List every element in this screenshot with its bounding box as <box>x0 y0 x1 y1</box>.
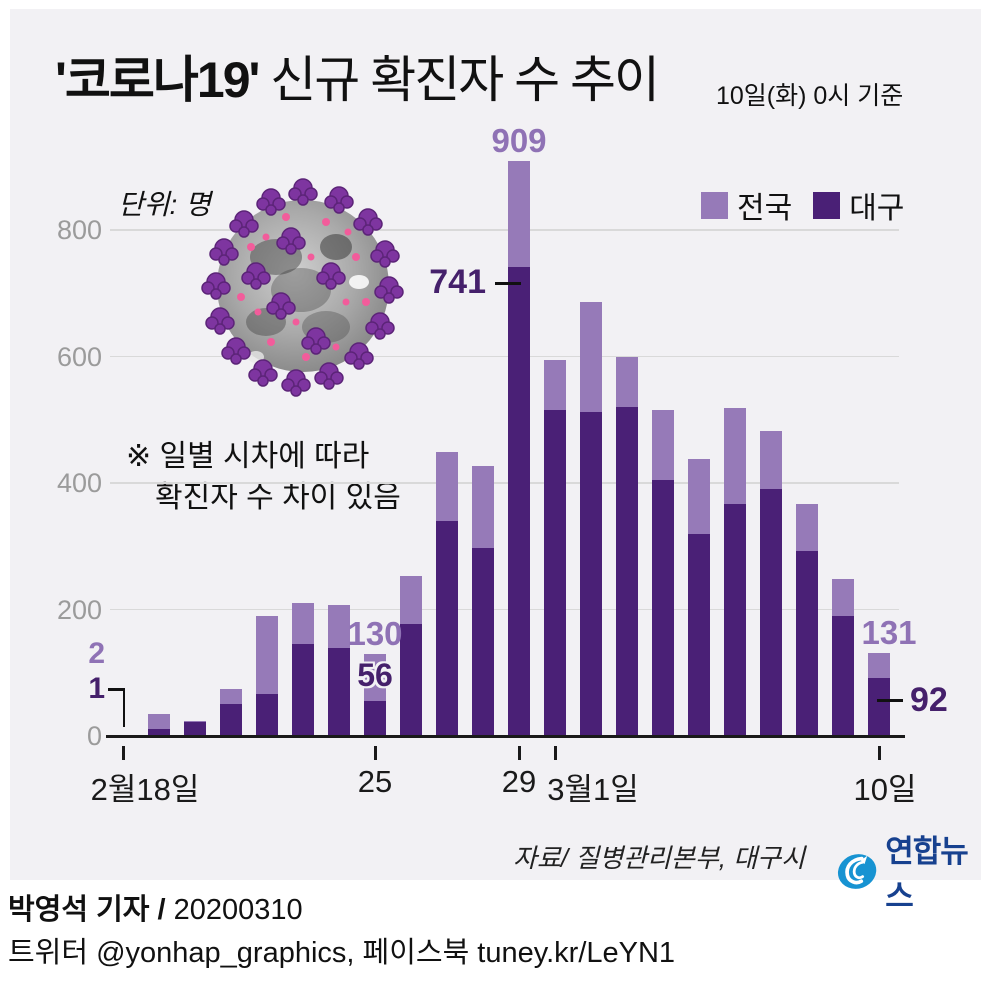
bar-daegu-2.29 <box>508 267 530 736</box>
x-label-29: 29 <box>501 764 537 799</box>
x-label-3월1일: 3월1일 <box>547 772 639 807</box>
bar-daegu-3.4 <box>652 480 674 736</box>
x-tick-10일 <box>878 746 881 760</box>
data-label-92: 92 <box>910 680 948 719</box>
x-tick-29 <box>518 746 521 760</box>
bar-daegu-3.7 <box>760 489 782 736</box>
footnote: ※ 일별 시차에 따라 확진자 수 차이 있음 <box>126 436 401 518</box>
y-tick-label-200: 200 <box>56 594 102 625</box>
bar-daegu-2.21 <box>220 704 242 736</box>
bar-daegu-3.5 <box>688 533 710 736</box>
bar-daegu-2.22 <box>256 693 278 736</box>
as-of-date-note: 10일(화) 0시 기준 <box>716 82 904 110</box>
data-label-741: 741 <box>429 263 486 302</box>
bar-daegu-2.23 <box>292 643 314 736</box>
data-label-56: 56 <box>357 657 393 694</box>
bar-daegu-3.10 <box>868 677 890 736</box>
yonhap-logo-icon <box>837 853 877 889</box>
yonhap-logo-text: 연합뉴스 <box>885 834 969 914</box>
x-label-25: 25 <box>357 764 393 799</box>
x-tick-3월1일 <box>554 746 557 760</box>
bar-daegu-3.9 <box>832 615 854 736</box>
x-axis-line <box>106 735 905 738</box>
data-label-2: 2 <box>88 637 105 670</box>
first-bar-bracket-horizontal <box>108 688 125 691</box>
gridline-400 <box>110 482 899 484</box>
x-tick-25 <box>374 746 377 760</box>
footnote-line2: 확진자 수 차이 있음 <box>155 481 401 514</box>
pointer-dash-741 <box>495 281 521 285</box>
bar-daegu-2.19 <box>148 729 170 736</box>
bar-daegu-3.6 <box>724 503 746 736</box>
gridline-600 <box>110 355 899 358</box>
legend-swatch-nationwide <box>701 191 728 219</box>
y-tick-label-800: 800 <box>56 215 102 245</box>
bar-daegu-3.1 <box>544 410 566 736</box>
source-credit: 자료/ 질병관리본부, 대구시 <box>512 843 805 873</box>
bar-daegu-2.25 <box>364 700 386 736</box>
legend-label-nationwide: 전국 <box>737 192 793 225</box>
bar-daegu-3.3 <box>616 407 638 736</box>
title-rest: 신규 확진자 수 추이 <box>258 52 660 108</box>
y-tick-label-600: 600 <box>56 341 102 372</box>
chart-panel-background <box>10 9 981 880</box>
first-bar-bracket-vertical <box>122 688 125 727</box>
bar-daegu-2.20 <box>184 722 206 736</box>
bar-daegu-3.8 <box>796 550 818 736</box>
byline: 박영석 기자 / 20200310 트위터 @yonhap_graphics, … <box>8 889 675 975</box>
x-label-2월18일: 2월18일 <box>90 772 200 807</box>
legend: 전국 대구 <box>701 183 916 227</box>
data-label-131: 131 <box>861 614 917 652</box>
y-tick-label-400: 400 <box>56 468 102 498</box>
footnote-line1: ※ 일별 시차에 따라 <box>126 440 370 473</box>
bar-daegu-2.24 <box>328 648 350 736</box>
pointer-dash-92 <box>877 699 903 703</box>
data-label-1: 1 <box>88 672 105 705</box>
bar-daegu-2.26 <box>400 624 422 736</box>
page-title: '코로나19' 신규 확진자 수 추이 <box>55 40 660 112</box>
bar-daegu-2.28 <box>472 548 494 736</box>
gridline-200 <box>110 608 899 611</box>
x-tick-2월18일 <box>122 746 125 760</box>
x-label-10일: 10일 <box>853 772 917 807</box>
y-tick-label-0: 0 <box>86 721 102 751</box>
legend-label-daegu: 대구 <box>849 192 905 225</box>
bar-daegu-2.27 <box>436 520 458 736</box>
unit-label: 단위: 명 <box>118 189 211 220</box>
yonhap-logo: 연합뉴스 <box>834 826 989 916</box>
title-highlight: '코로나19' <box>55 52 260 108</box>
data-label-130: 130 <box>347 614 403 652</box>
coronavirus-illustration <box>201 178 404 397</box>
byline-line1: 박영석 기자 / 20200310 <box>8 894 303 926</box>
bar-daegu-3.2 <box>580 412 602 736</box>
legend-swatch-daegu <box>813 191 841 219</box>
gridline-800 <box>110 229 899 231</box>
data-label-909: 909 <box>491 122 547 160</box>
byline-line2: 트위터 @yonhap_graphics, 페이스북 tuney.kr/LeYN… <box>8 937 676 969</box>
